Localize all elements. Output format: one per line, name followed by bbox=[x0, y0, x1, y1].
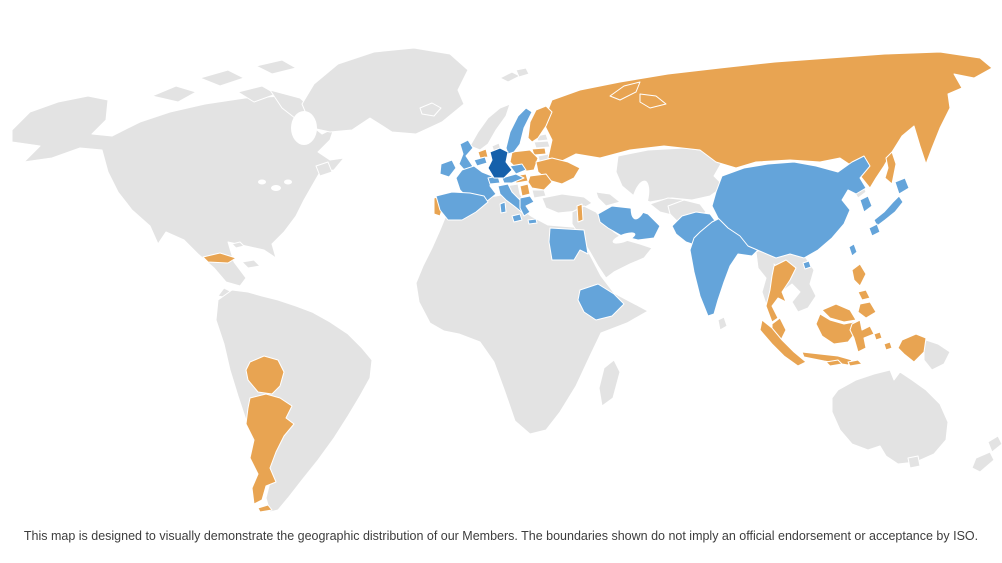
country-finland[interactable] bbox=[527, 105, 553, 143]
persian-gulf bbox=[612, 232, 636, 244]
country-japan-kyushu[interactable] bbox=[868, 223, 881, 237]
region-arctic-islands[interactable] bbox=[151, 85, 197, 103]
country-germany[interactable] bbox=[487, 147, 513, 179]
country-japan-hokkaido[interactable] bbox=[894, 177, 910, 195]
great-lakes bbox=[258, 179, 266, 185]
country-bolivia[interactable] bbox=[245, 355, 285, 395]
country-norway[interactable] bbox=[469, 103, 511, 151]
country-indonesia-lesser-sunda[interactable] bbox=[825, 359, 843, 367]
country-hispaniola[interactable] bbox=[241, 259, 261, 269]
great-lakes bbox=[284, 179, 292, 185]
country-new-zealand[interactable] bbox=[971, 451, 995, 473]
map-caption: This map is designed to visually demonst… bbox=[23, 529, 979, 543]
region-arctic-islands[interactable] bbox=[199, 69, 245, 87]
hudson-bay bbox=[291, 111, 317, 145]
country-indonesia-sumatra[interactable] bbox=[759, 319, 807, 367]
region-caucasus[interactable] bbox=[595, 191, 621, 207]
country-italy-sardinia[interactable] bbox=[499, 201, 507, 214]
region-arctic-islands[interactable] bbox=[255, 59, 297, 75]
country-tasmania[interactable] bbox=[907, 455, 921, 469]
country-serbia[interactable] bbox=[519, 183, 531, 197]
country-argentina-tierra-del-fuego[interactable] bbox=[257, 504, 273, 513]
country-greece-crete[interactable] bbox=[527, 218, 538, 225]
country-china[interactable] bbox=[711, 155, 871, 259]
country-egypt[interactable] bbox=[548, 227, 589, 261]
country-indonesia-maluku[interactable] bbox=[873, 331, 883, 341]
country-new-zealand[interactable] bbox=[987, 435, 1002, 453]
country-italy-sicily[interactable] bbox=[511, 213, 523, 223]
country-indonesia-papua[interactable] bbox=[897, 333, 927, 363]
region-svalbard[interactable] bbox=[515, 67, 530, 78]
country-indonesia-sulawesi[interactable] bbox=[849, 319, 875, 353]
country-iceland[interactable] bbox=[419, 102, 442, 117]
country-argentina[interactable] bbox=[245, 393, 295, 505]
country-malaysia-borneo[interactable] bbox=[821, 303, 857, 323]
country-romania[interactable] bbox=[527, 173, 553, 191]
region-bahamas[interactable] bbox=[231, 241, 245, 249]
great-lakes bbox=[271, 185, 281, 191]
region-novaya-zemlya[interactable] bbox=[609, 81, 641, 101]
region-south-america[interactable] bbox=[215, 289, 373, 513]
country-sweden[interactable] bbox=[505, 107, 533, 155]
country-south-korea[interactable] bbox=[859, 195, 873, 213]
region-north-america[interactable] bbox=[11, 95, 345, 287]
country-cuba[interactable] bbox=[202, 252, 237, 264]
country-philippines-mindanao[interactable] bbox=[857, 301, 877, 319]
country-netherlands[interactable] bbox=[477, 148, 489, 159]
country-austria[interactable] bbox=[501, 173, 525, 184]
country-philippines-luzon[interactable] bbox=[851, 263, 867, 287]
country-greece[interactable] bbox=[519, 195, 535, 217]
country-indonesia-kalimantan[interactable] bbox=[815, 313, 857, 345]
country-sri-lanka[interactable] bbox=[717, 316, 728, 331]
country-latvia[interactable] bbox=[533, 140, 551, 149]
country-madagascar[interactable] bbox=[598, 359, 621, 407]
caspian-sea bbox=[630, 180, 650, 220]
country-israel[interactable] bbox=[576, 203, 584, 223]
region-novaya-zemlya[interactable] bbox=[639, 93, 667, 109]
country-ethiopia[interactable] bbox=[577, 283, 625, 321]
country-taiwan[interactable] bbox=[848, 243, 858, 257]
country-belgium[interactable] bbox=[473, 156, 488, 167]
country-australia[interactable] bbox=[831, 369, 949, 465]
country-indonesia-lesser-sunda[interactable] bbox=[847, 359, 863, 367]
country-bulgaria[interactable] bbox=[531, 189, 547, 199]
country-hainan[interactable] bbox=[802, 260, 812, 270]
country-czech-republic[interactable] bbox=[509, 163, 527, 175]
country-spain[interactable] bbox=[435, 191, 489, 221]
country-newfoundland[interactable] bbox=[315, 161, 333, 177]
region-africa[interactable] bbox=[415, 193, 649, 435]
country-indonesia-maluku[interactable] bbox=[883, 341, 893, 351]
country-philippines-visayas[interactable] bbox=[857, 289, 871, 301]
country-iran[interactable] bbox=[597, 205, 661, 241]
black-sea bbox=[556, 183, 592, 195]
country-ireland[interactable] bbox=[439, 159, 457, 178]
country-thailand[interactable] bbox=[765, 259, 797, 323]
region-sakhalin[interactable] bbox=[884, 151, 897, 185]
